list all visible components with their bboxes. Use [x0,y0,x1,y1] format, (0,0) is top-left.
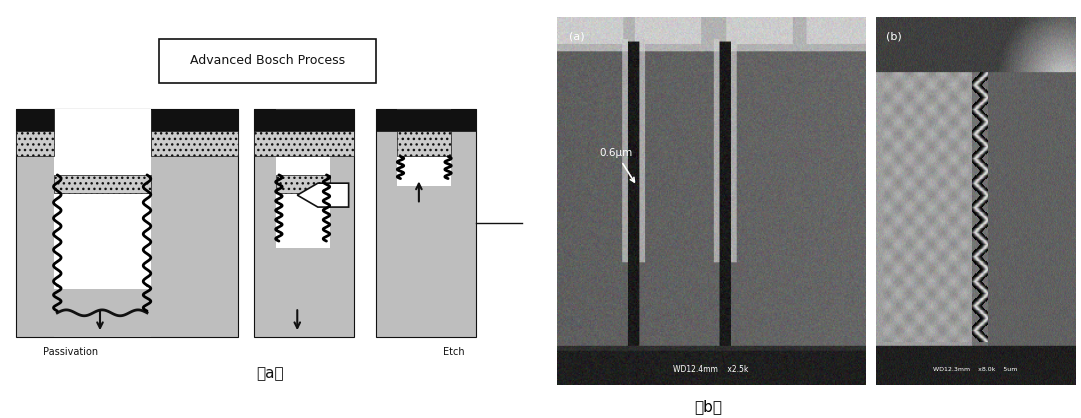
Bar [151,131,238,156]
FancyArrow shape [297,183,348,207]
Text: （a）: （a） [256,366,284,381]
Bar [254,109,355,131]
Bar [54,289,151,337]
Bar [398,109,452,186]
Text: Etch: Etch [443,347,465,357]
Bar [16,109,238,337]
Text: (a): (a) [569,31,585,41]
Bar [16,109,54,131]
Text: Passivation: Passivation [43,347,97,357]
Bar [54,175,151,193]
Bar [276,109,330,248]
Text: WD12.3mm    x8.0k    5um: WD12.3mm x8.0k 5um [933,367,1018,372]
Text: （b）: （b） [694,399,722,414]
Bar [276,175,330,193]
Bar [151,109,238,131]
Bar [254,131,355,156]
Bar [376,109,476,131]
Bar [398,131,452,156]
Bar [54,109,151,296]
Bar [376,109,476,337]
Bar [254,109,355,337]
Text: Advanced Bosch Process: Advanced Bosch Process [190,54,345,67]
Bar [160,39,376,83]
Bar [16,131,54,156]
Text: (b): (b) [885,31,902,41]
Text: 0.6μm: 0.6μm [600,148,635,182]
Text: WD12.4mm    x2.5k: WD12.4mm x2.5k [673,365,748,375]
